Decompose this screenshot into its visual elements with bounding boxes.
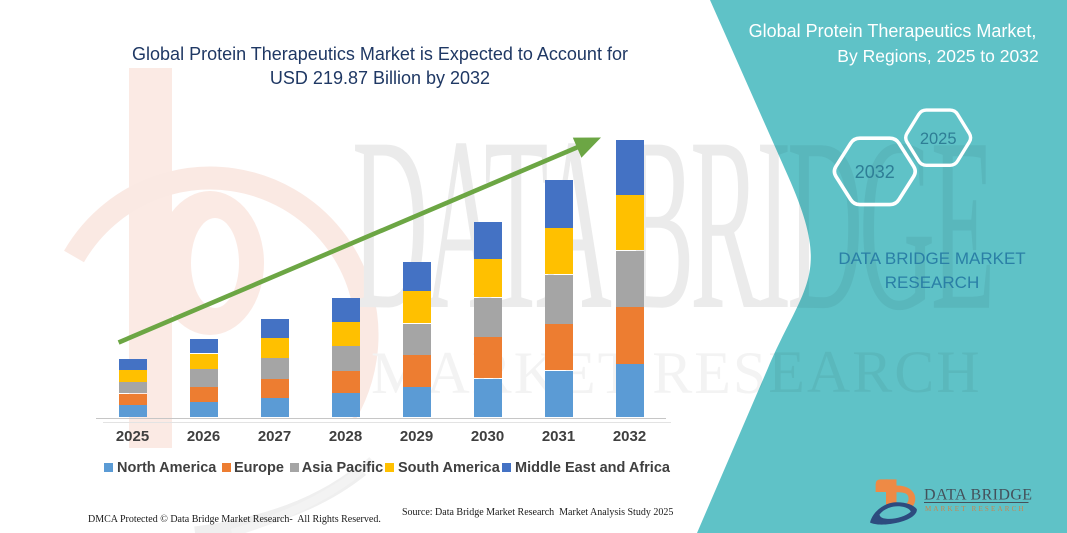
- svg-text:2025: 2025: [920, 130, 957, 148]
- svg-text:2032: 2032: [855, 162, 895, 182]
- svg-text:MARKET RESEARCH: MARKET RESEARCH: [925, 505, 1026, 513]
- svg-text:DATA BRIDGE: DATA BRIDGE: [924, 487, 1032, 504]
